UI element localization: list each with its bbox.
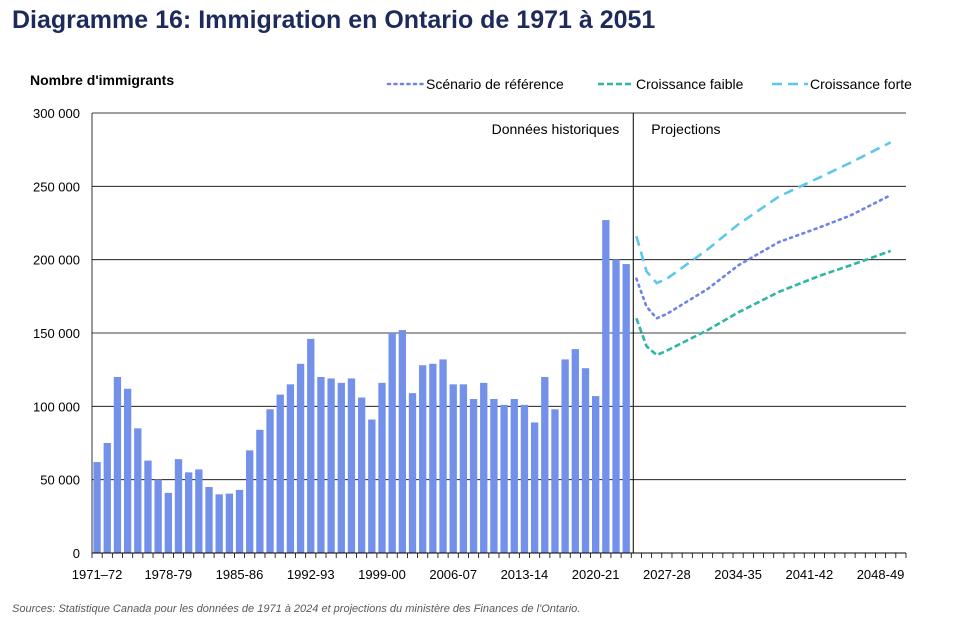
bar-52: [622, 264, 630, 553]
bar-40: [500, 404, 508, 553]
bar-25: [347, 378, 356, 553]
y-tick-label: 100 000: [33, 399, 80, 414]
bar-49: [591, 396, 600, 553]
bar-44: [541, 377, 549, 553]
bar-33: [429, 363, 437, 553]
bar-41: [510, 399, 518, 553]
x-tick-label: 1971–72: [72, 567, 123, 582]
bar-14: [235, 489, 244, 553]
bar-27: [368, 419, 376, 553]
bar-28: [378, 382, 386, 553]
bar-43: [530, 422, 539, 553]
y-tick-label: 50 000: [40, 473, 80, 488]
y-tick-label: 150 000: [33, 326, 80, 341]
bar-50: [602, 220, 610, 554]
x-tick-label: 1999-00: [358, 567, 406, 582]
source-note: Sources: Statistique Canada pour les don…: [12, 603, 581, 615]
x-tick-label: 2048-49: [857, 567, 905, 582]
bar-22: [317, 377, 325, 553]
bar-5: [144, 460, 152, 553]
bar-30: [398, 330, 407, 553]
y-tick-label: 200 000: [33, 253, 80, 268]
bar-6: [154, 479, 162, 553]
series-line-1: [635, 249, 892, 357]
legend-label-2: Croissance forte: [810, 76, 912, 92]
bar-15: [246, 450, 254, 553]
bar-48: [581, 368, 590, 553]
bar-9: [184, 472, 193, 553]
chart-title: Diagramme 16: Immigration en Ontario de …: [12, 6, 656, 34]
bar-39: [490, 399, 498, 553]
bar-17: [266, 409, 274, 553]
bar-0: [93, 462, 101, 553]
bar-35: [449, 384, 457, 553]
bar-10: [195, 469, 203, 553]
bar-47: [571, 349, 579, 553]
bar-46: [561, 359, 569, 553]
bar-1: [103, 443, 111, 553]
bar-19: [286, 384, 295, 553]
bar-11: [205, 487, 213, 553]
x-tick-label: 2027-28: [643, 567, 691, 582]
bar-18: [276, 394, 284, 553]
y-axis-label: Nombre d'immigrants: [30, 72, 175, 88]
bar-24: [337, 382, 345, 553]
legend-label-0: Scénario de référence: [426, 76, 564, 92]
bar-8: [174, 459, 183, 553]
x-tick-label: 2013-14: [501, 567, 549, 582]
bar-4: [134, 428, 142, 553]
chart-area: 0 50 000 100 000 150 000 200 000 250 000 300 0…: [33, 76, 912, 582]
x-tick-label: 1992-93: [287, 567, 335, 582]
region-label-projections: Projections: [651, 121, 720, 137]
bar-16: [256, 429, 264, 553]
bar-21: [307, 338, 315, 553]
x-tick-label: 2041-42: [785, 567, 833, 582]
series-line-2: [635, 141, 892, 285]
bar-32: [419, 365, 427, 553]
series-line-0: [635, 193, 893, 320]
bar-20: [296, 363, 305, 553]
bar-36: [459, 384, 468, 553]
x-tick-label: 1985-86: [216, 567, 264, 582]
bar-7: [164, 492, 172, 553]
bar-2: [113, 377, 122, 553]
bar-26: [357, 397, 366, 553]
y-tick-label: 0: [73, 546, 80, 561]
bar-45: [551, 409, 559, 553]
bar-34: [439, 359, 447, 553]
bar-3: [123, 388, 132, 553]
bar-29: [388, 333, 396, 553]
bar-38: [480, 382, 488, 553]
y-tick-label: 250 000: [33, 179, 80, 194]
x-tick-label: 1978-79: [144, 567, 192, 582]
bar-23: [327, 378, 335, 553]
bar-37: [469, 399, 478, 553]
x-tick-label: 2006-07: [429, 567, 477, 582]
bar-51: [612, 259, 620, 553]
legend-label-1: Croissance faible: [636, 76, 744, 92]
x-tick-label: 2020-21: [572, 567, 620, 582]
bar-42: [520, 404, 529, 553]
region-label-historical: Données historiques: [492, 121, 620, 137]
x-tick-label: 2034-35: [714, 567, 762, 582]
y-tick-label: 300 000: [33, 106, 80, 121]
bar-13: [225, 493, 234, 553]
bar-12: [215, 494, 223, 553]
bar-31: [408, 393, 417, 553]
